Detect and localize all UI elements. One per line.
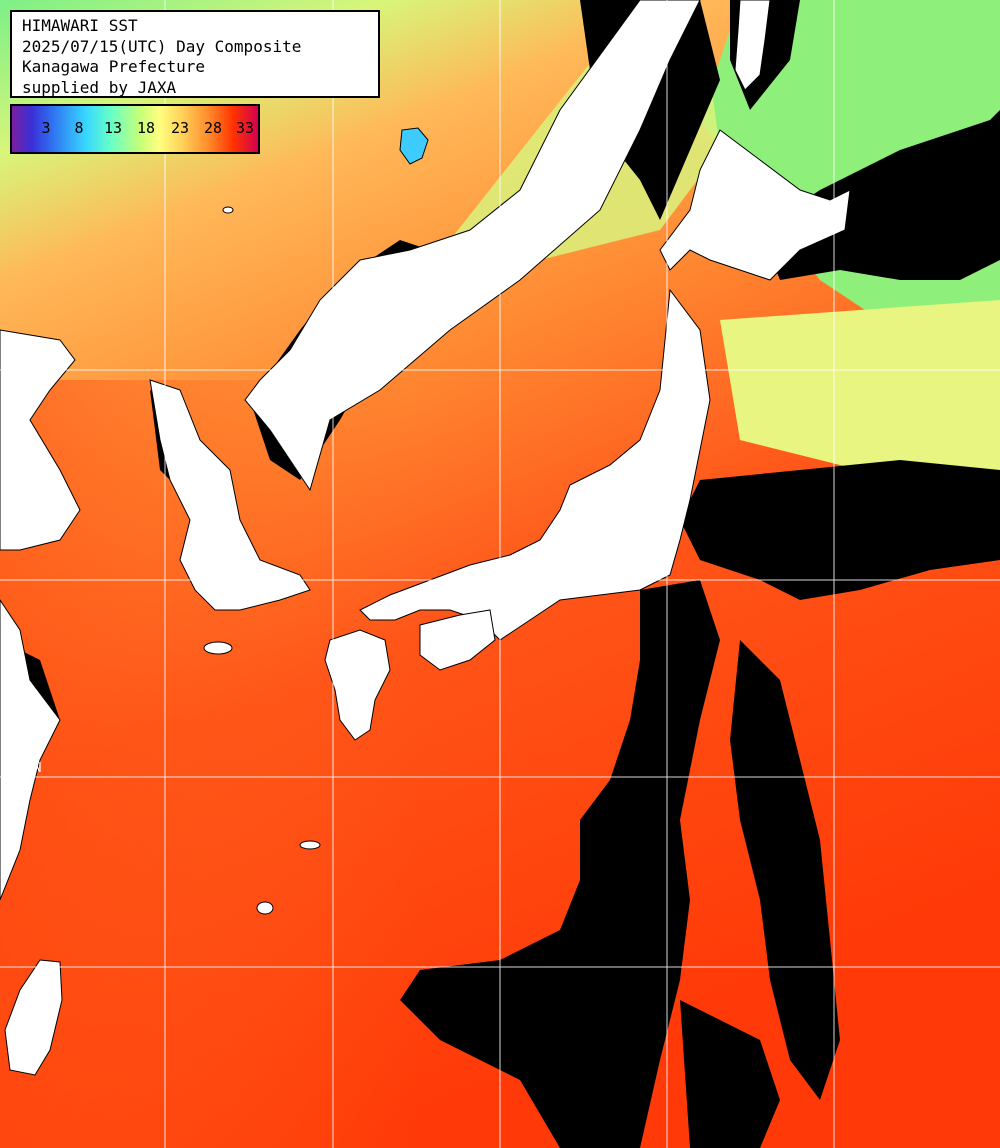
legend-tick: 13 <box>103 119 123 137</box>
land-island-1 <box>299 840 321 850</box>
lake-khanka <box>399 127 429 165</box>
land-korea <box>149 379 311 611</box>
info-box: HIMAWARI SST 2025/07/15(UTC) Day Composi… <box>10 10 380 98</box>
land-jeju <box>203 641 233 655</box>
legend-tick: 23 <box>170 119 190 137</box>
info-title: HIMAWARI SST <box>22 16 138 35</box>
land-asia-northeast <box>244 0 701 492</box>
land-honshu <box>359 288 711 641</box>
land-shikoku <box>419 609 496 671</box>
legend-tick: 33 <box>235 119 255 137</box>
grid-label-30n: 30N <box>18 761 42 776</box>
legend-tick: 28 <box>203 119 223 137</box>
land-kyushu <box>324 629 391 741</box>
info-region: Kanagawa Prefecture <box>22 57 206 76</box>
color-scale-legend: 3 8 13 18 23 28 33 <box>10 104 260 154</box>
info-credit: supplied by JAXA <box>22 77 177 97</box>
legend-tick-labels: 3 8 13 18 23 28 33 <box>12 119 258 139</box>
land-island-2 <box>256 901 274 915</box>
cool-water-pacific-north <box>720 300 1000 470</box>
land-china-north <box>0 329 81 551</box>
info-date: 2025/07/15(UTC) Day Composite <box>22 36 302 56</box>
land-sakhalin <box>734 0 771 91</box>
legend-tick: 8 <box>74 119 84 137</box>
legend-tick: 3 <box>41 119 51 137</box>
land-island-3 <box>222 206 234 214</box>
land-hokkaido <box>659 129 851 281</box>
land <box>0 0 851 1076</box>
land-taiwan <box>4 959 63 1076</box>
legend-tick: 18 <box>136 119 156 137</box>
grid-label-40n: 40N <box>18 354 42 369</box>
land-china-east <box>0 599 61 901</box>
